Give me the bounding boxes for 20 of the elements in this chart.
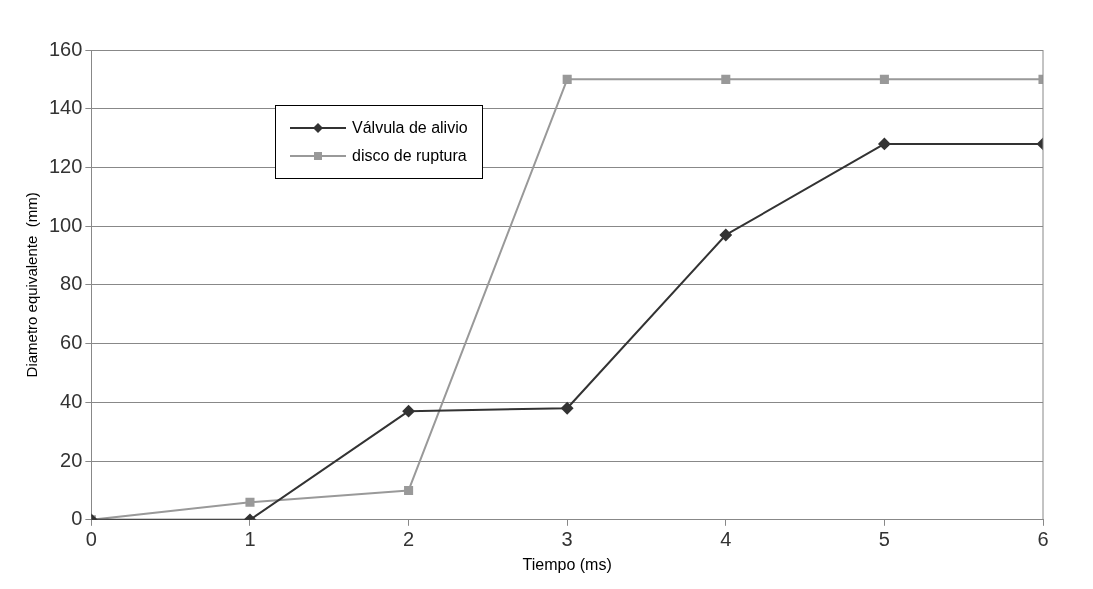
y-tick-label: 20 <box>60 448 83 471</box>
x-tick-label: 1 <box>244 528 256 551</box>
x-tick-label: 3 <box>561 528 573 551</box>
y-tick-label: 160 <box>48 37 83 60</box>
y-tick-label: 60 <box>60 331 83 354</box>
y-axis-title: Diametro equivalente (mm) <box>23 192 41 378</box>
x-tick-label: 6 <box>1037 528 1049 551</box>
x-tick-label: 2 <box>403 528 415 551</box>
x-tick-label: 5 <box>878 528 890 551</box>
y-tick-label: 80 <box>60 272 83 295</box>
x-tick-label: 4 <box>720 528 732 551</box>
legend-label: disco de ruptura <box>352 147 467 165</box>
x-axis-title: Tiempo (ms) <box>522 555 612 573</box>
x-tick-label: 0 <box>85 528 97 551</box>
y-tick-label: 0 <box>71 507 83 530</box>
y-tick-label: 120 <box>48 154 83 177</box>
legend-label: Válvula de alivio <box>352 119 468 137</box>
y-tick-label: 100 <box>48 213 83 236</box>
y-tick-label: 140 <box>48 96 83 119</box>
y-tick-label: 40 <box>60 389 83 412</box>
